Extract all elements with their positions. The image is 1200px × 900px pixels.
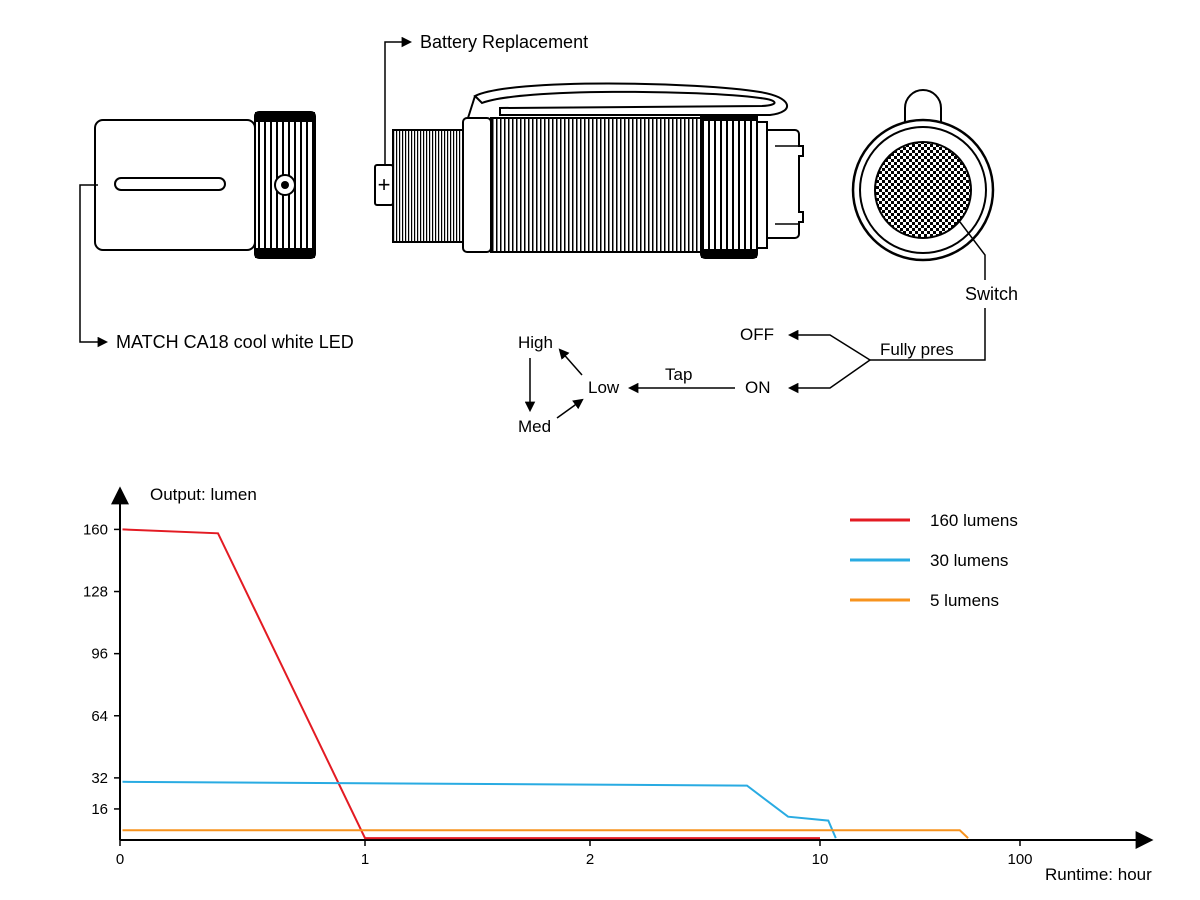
flashlight-tailcap-end: Switch xyxy=(853,90,1018,304)
on-label: ON xyxy=(745,378,771,397)
tap-label: Tap xyxy=(665,365,692,384)
y-tick-label: 64 xyxy=(91,708,108,725)
flashlight-body: + xyxy=(375,84,803,259)
legend-label: 30 lumens xyxy=(930,551,1008,570)
x-tick-label: 2 xyxy=(586,851,594,868)
battery-replacement-label: Battery Replacement xyxy=(420,32,588,52)
y-axis-title: Output: lumen xyxy=(150,485,257,504)
switch-label: Switch xyxy=(965,284,1018,304)
led-label: MATCH CA18 cool white LED xyxy=(116,332,354,352)
flashlight-head xyxy=(95,112,315,258)
series xyxy=(123,529,969,838)
flashlight-diagram: Battery Replacement + xyxy=(80,32,1018,436)
series-line xyxy=(123,830,969,838)
y-ticks: 16 32 64 96 128 160 xyxy=(83,521,120,818)
med-label: Med xyxy=(518,417,551,436)
y-tick-label: 160 xyxy=(83,521,108,538)
plus-terminal: + xyxy=(378,172,391,197)
y-tick-label: 128 xyxy=(83,584,108,601)
high-label: High xyxy=(518,333,553,352)
low-label: Low xyxy=(588,378,620,397)
x-tick-label: 1 xyxy=(361,851,369,868)
x-tick-label: 0 xyxy=(116,851,124,868)
y-tick-label: 96 xyxy=(91,646,108,663)
y-tick-label: 32 xyxy=(91,770,108,787)
y-tick-label: 16 xyxy=(91,801,108,818)
series-line xyxy=(123,529,821,838)
legend-label: 5 lumens xyxy=(930,591,999,610)
x-tick-label: 100 xyxy=(1007,851,1032,868)
runtime-chart: Output: lumen Runtime: hour 163264961281… xyxy=(83,485,1152,884)
legend: 160 lumens 30 lumens 5 lumens xyxy=(850,511,1018,610)
legend-label: 160 lumens xyxy=(930,511,1018,530)
x-axis-title: Runtime: hour xyxy=(1045,865,1152,884)
fully-press-label: Fully pres xyxy=(880,340,954,359)
off-label: OFF xyxy=(740,325,774,344)
x-tick-label: 10 xyxy=(812,851,829,868)
x-ticks: 0 1 2 10 100 xyxy=(116,840,1033,868)
switch-flow: Fully pres OFF ON Tap Low High Med xyxy=(518,308,985,436)
